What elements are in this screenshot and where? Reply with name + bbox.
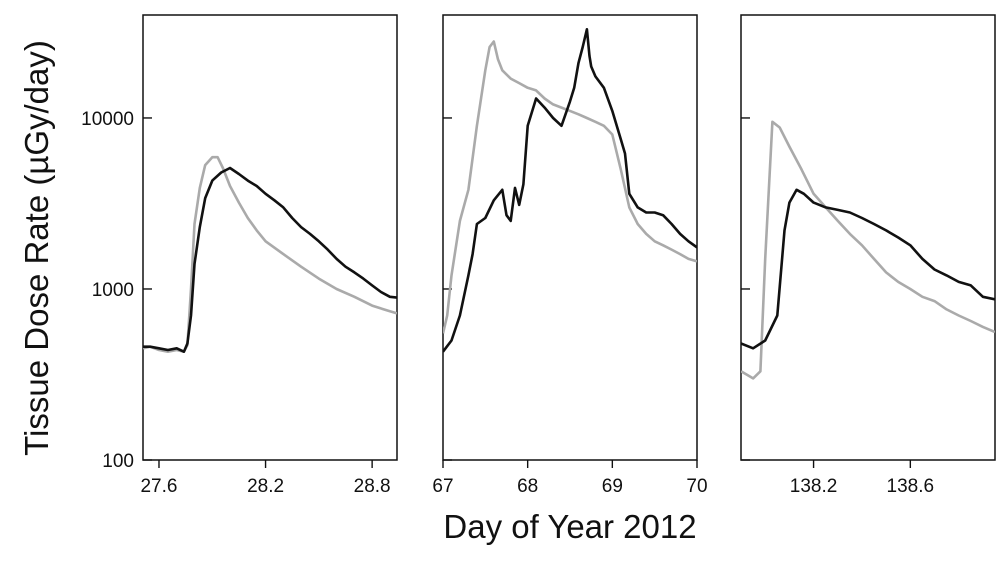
y-tick-label: 10000	[81, 109, 134, 130]
series-line-gray	[443, 40, 697, 334]
x-tick-label: 27.6	[140, 476, 177, 497]
y-axis-title: Tissue Dose Rate (µGy/day)	[18, 40, 55, 456]
y-tick-label: 1000	[92, 280, 134, 301]
x-tick-label: 138.2	[790, 476, 838, 497]
x-tick-label: 68	[517, 476, 538, 497]
x-tick-label: 138.6	[887, 476, 935, 497]
series-line-black	[741, 188, 995, 350]
x-tick-label: 67	[432, 476, 453, 497]
series-line-black	[443, 28, 697, 353]
series-line-black	[143, 166, 397, 353]
panel-3: 138.2 138.6	[740, 14, 996, 497]
x-tick-label: 70	[686, 476, 707, 497]
x-tick-label: 69	[602, 476, 623, 497]
series-line-gray	[741, 120, 995, 380]
panel-1: 100 1000 10000 27.6 28.2 28.8	[81, 14, 398, 497]
panel-3-frame	[740, 14, 996, 461]
x-tick-label: 28.2	[247, 476, 284, 497]
panel-2-frame	[442, 14, 698, 461]
panel-2: 67 68 69 70	[432, 14, 708, 497]
x-axis-title: Day of Year 2012	[443, 508, 696, 545]
x-tick-label: 28.8	[354, 476, 391, 497]
panel-1-frame	[142, 14, 398, 461]
series-line-gray	[143, 155, 397, 353]
y-tick-label: 100	[102, 451, 134, 472]
